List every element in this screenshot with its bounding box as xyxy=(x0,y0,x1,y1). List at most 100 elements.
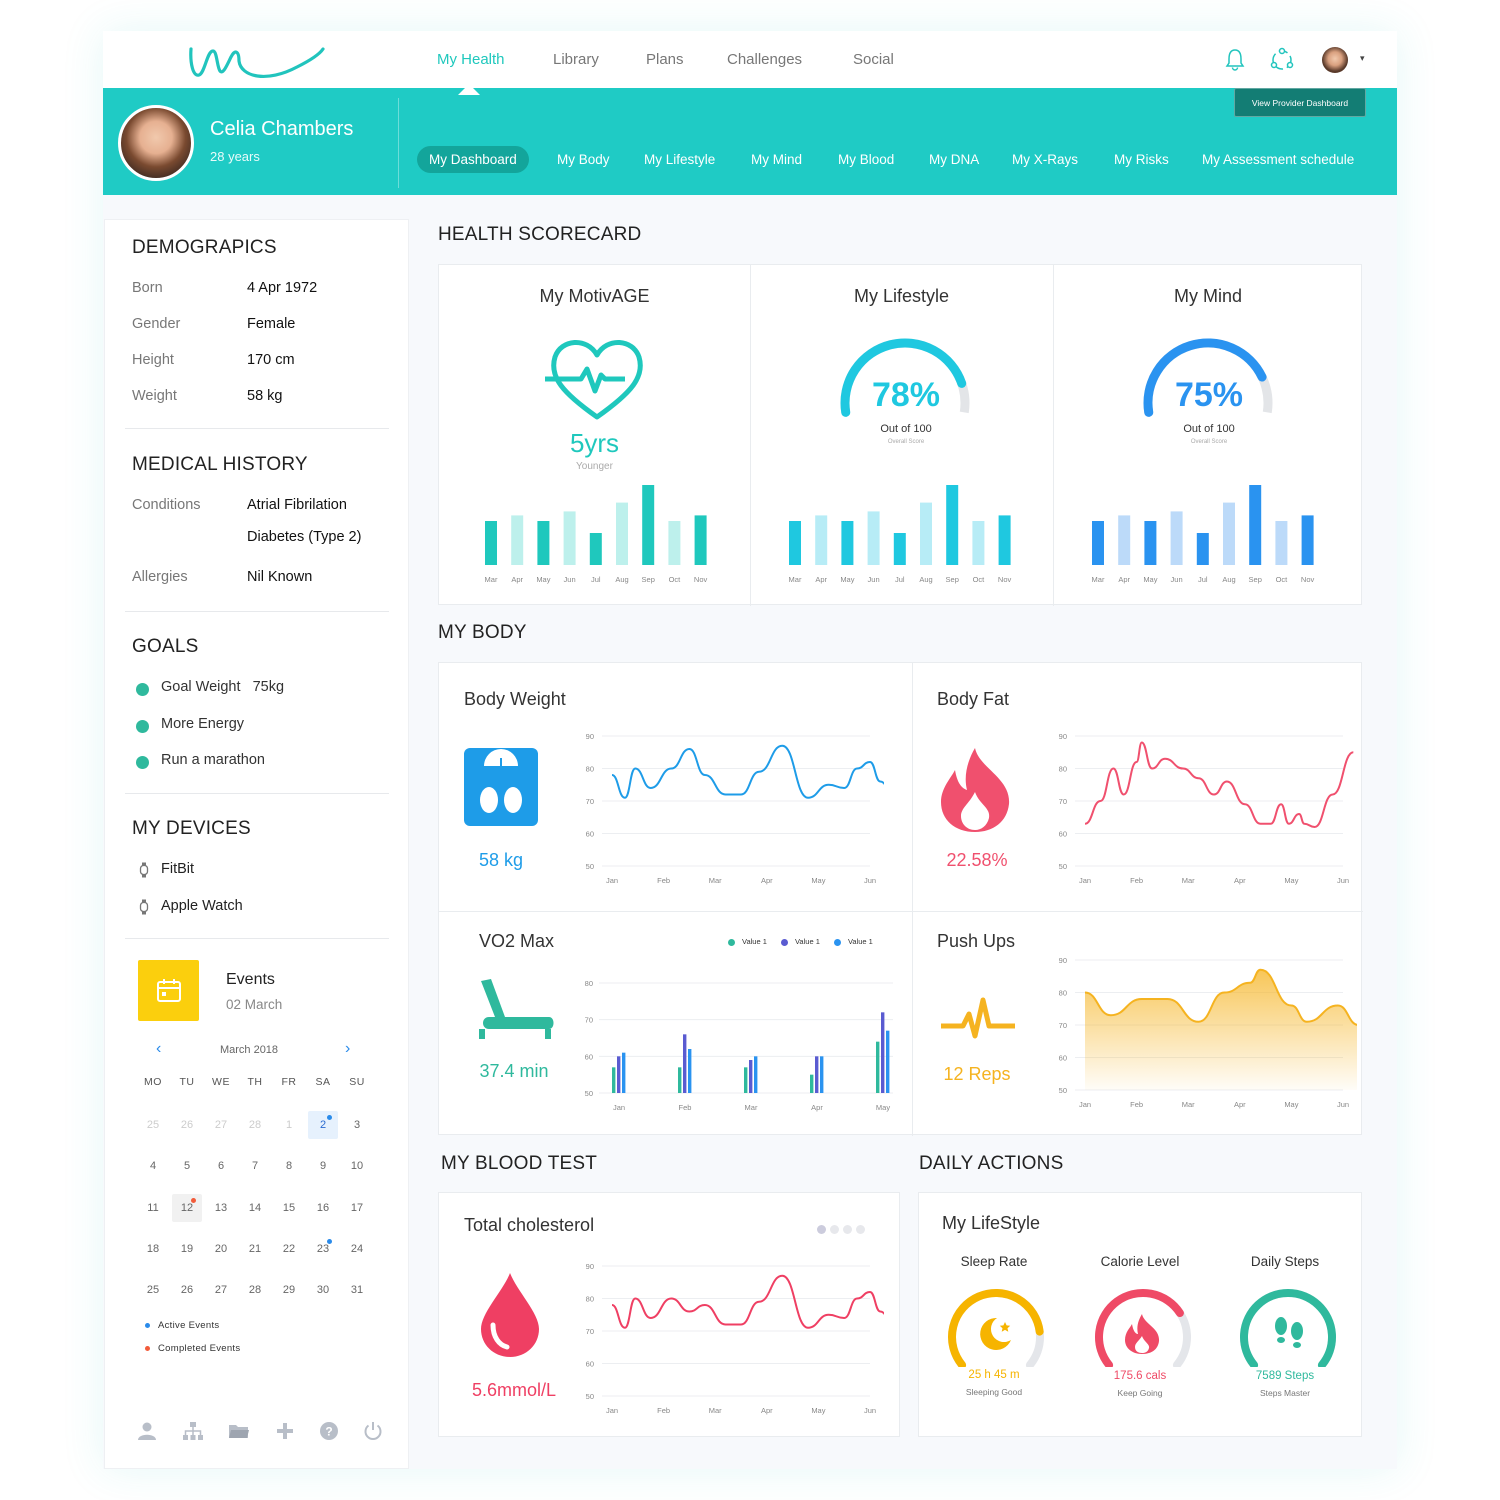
x-tick-label: Mar xyxy=(745,1103,758,1112)
calendar-day[interactable]: 28 xyxy=(248,1284,262,1296)
folder-icon[interactable] xyxy=(228,1420,250,1442)
calendar-day[interactable]: 16 xyxy=(316,1202,330,1214)
daily-steps-value: 7589 Steps xyxy=(1255,1370,1315,1382)
user-avatar[interactable] xyxy=(1322,47,1348,73)
tab-my-dashboard[interactable]: My Dashboard xyxy=(417,146,529,173)
brand-logo[interactable] xyxy=(187,37,327,82)
tab-my-body[interactable]: My Body xyxy=(557,152,610,167)
nav-social[interactable]: Social xyxy=(853,51,894,68)
calendar-prev-icon[interactable]: ‹ xyxy=(156,1040,162,1057)
nav-library[interactable]: Library xyxy=(553,51,599,68)
calendar-day[interactable]: 24 xyxy=(350,1243,364,1255)
calendar-day[interactable]: 7 xyxy=(251,1160,259,1172)
condition-item: Atrial Fibrilation xyxy=(247,497,347,513)
calendar-day[interactable]: 26 xyxy=(180,1119,194,1131)
profile-header: Celia Chambers 28 years View Provider Da… xyxy=(103,88,1397,195)
bar xyxy=(886,1030,890,1093)
watch-icon xyxy=(139,862,149,878)
calendar-day[interactable]: 12 xyxy=(172,1194,202,1222)
x-tick-label: Feb xyxy=(657,876,670,885)
pager-dot[interactable] xyxy=(856,1225,865,1234)
calendar-day[interactable]: 14 xyxy=(248,1202,262,1214)
tick-label: Nov xyxy=(694,575,708,584)
calendar-day[interactable]: 21 xyxy=(248,1243,262,1255)
calendar-day[interactable]: 13 xyxy=(214,1202,228,1214)
calendar-day[interactable]: 23 xyxy=(316,1243,330,1255)
calendar-next-icon[interactable]: › xyxy=(345,1040,351,1057)
goal-item[interactable]: Run a marathon xyxy=(161,752,265,768)
tab-my-mind[interactable]: My Mind xyxy=(751,152,803,167)
calendar-day[interactable]: 20 xyxy=(214,1243,228,1255)
x-tick-label: Mar xyxy=(709,876,722,885)
calendar-day[interactable]: 10 xyxy=(350,1160,364,1172)
calendar-day[interactable]: 31 xyxy=(350,1284,364,1296)
daily-steps-label: Daily Steps xyxy=(1250,1254,1320,1269)
x-tick-label: Jun xyxy=(1337,876,1349,885)
calorie-level-label: Calorie Level xyxy=(1100,1254,1180,1269)
y-tick-label: 80 xyxy=(1059,989,1067,998)
calendar-day[interactable]: 2 xyxy=(308,1111,338,1139)
nav-challenges[interactable]: Challenges xyxy=(727,51,803,68)
calendar-day[interactable]: 27 xyxy=(214,1284,228,1296)
calendar-day[interactable]: 30 xyxy=(316,1284,330,1296)
legend-dot xyxy=(145,1322,150,1328)
calendar-day[interactable]: 15 xyxy=(282,1202,296,1214)
device-item[interactable]: FitBit xyxy=(161,861,195,877)
user-icon[interactable] xyxy=(136,1420,158,1442)
tab-my-assessment-schedule[interactable]: My Assessment schedule xyxy=(1202,152,1355,167)
mind-out-of: Out of 100 xyxy=(1183,423,1235,435)
calendar-day[interactable]: 22 xyxy=(282,1243,296,1255)
calendar-day[interactable]: 25 xyxy=(146,1284,160,1296)
calendar-day[interactable]: 28 xyxy=(248,1119,262,1131)
calendar-day[interactable]: 5 xyxy=(183,1160,191,1172)
calendar-day[interactable]: 29 xyxy=(282,1284,296,1296)
calendar-day[interactable]: 19 xyxy=(180,1243,194,1255)
tab-my-blood[interactable]: My Blood xyxy=(838,152,895,167)
calendar-day[interactable]: 11 xyxy=(147,1202,159,1214)
tab-my-lifestyle[interactable]: My Lifestyle xyxy=(644,152,716,167)
calendar-day[interactable]: 26 xyxy=(180,1284,194,1296)
nav-plans[interactable]: Plans xyxy=(646,51,684,68)
carousel-pager[interactable] xyxy=(817,1221,865,1239)
view-provider-dashboard-button[interactable]: View Provider Dashboard xyxy=(1234,88,1366,117)
flame-icon xyxy=(941,748,1010,832)
bar xyxy=(612,1067,616,1093)
sidebar: DEMOGRAPICS Born 4 Apr 1972 Gender Femal… xyxy=(104,219,409,1469)
plus-icon[interactable] xyxy=(274,1420,296,1442)
health-scorecard-title: HEALTH SCORECARD xyxy=(438,224,642,245)
calendar-day[interactable]: 6 xyxy=(217,1160,225,1172)
pager-dot[interactable] xyxy=(830,1225,839,1234)
tab-my-dna[interactable]: My DNA xyxy=(929,152,980,167)
tab-my-risks[interactable]: My Risks xyxy=(1114,152,1169,167)
chevron-down-icon[interactable]: ▾ xyxy=(1360,53,1365,63)
calendar-day[interactable]: 4 xyxy=(149,1160,157,1172)
sync-icon[interactable] xyxy=(1269,47,1295,73)
bar xyxy=(881,1012,885,1093)
calendar-day[interactable]: 18 xyxy=(146,1243,160,1255)
goal-item[interactable]: Goal Weight 75kg xyxy=(161,679,285,695)
blood-drop-icon xyxy=(481,1273,539,1357)
pager-dot[interactable] xyxy=(817,1225,826,1234)
calendar-day[interactable]: 27 xyxy=(214,1119,228,1131)
help-icon[interactable]: ? xyxy=(318,1420,340,1442)
calendar-day[interactable]: 3 xyxy=(353,1119,361,1131)
calendar-day[interactable]: 9 xyxy=(319,1160,327,1172)
pager-dot[interactable] xyxy=(843,1225,852,1234)
calendar-day[interactable]: 25 xyxy=(146,1119,160,1131)
bar xyxy=(485,521,497,565)
power-icon[interactable] xyxy=(362,1420,384,1442)
goal-item[interactable]: More Energy xyxy=(161,716,245,732)
calendar-day[interactable]: 17 xyxy=(350,1202,364,1214)
tab-my-xrays[interactable]: My X-Rays xyxy=(1012,152,1079,167)
push-ups-title: Push Ups xyxy=(937,931,1016,951)
allergies-value: Nil Known xyxy=(247,569,313,585)
calendar-weekday: SU xyxy=(349,1076,365,1088)
bell-icon[interactable] xyxy=(1224,47,1246,71)
body-fat-title: Body Fat xyxy=(937,689,1010,709)
org-chart-icon[interactable] xyxy=(182,1420,204,1442)
calendar-day[interactable]: 1 xyxy=(285,1119,293,1131)
nav-my-health[interactable]: My Health xyxy=(437,51,505,68)
events-badge[interactable] xyxy=(138,960,199,1021)
calendar-day[interactable]: 8 xyxy=(285,1160,293,1172)
device-item[interactable]: Apple Watch xyxy=(161,898,243,914)
